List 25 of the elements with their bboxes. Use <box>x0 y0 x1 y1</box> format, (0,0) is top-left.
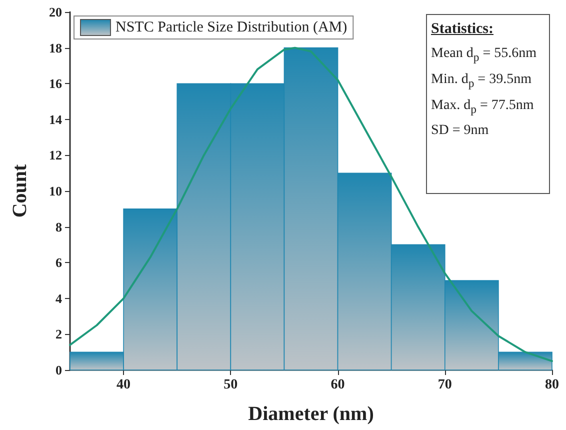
x-tick-label: 70 <box>438 378 452 392</box>
y-tick-label: 2 <box>56 326 62 342</box>
y-tick-label: 20 <box>49 4 62 20</box>
y-tick-label: 14 <box>49 112 62 127</box>
x-axis-title: Diameter (nm) <box>248 403 374 425</box>
x-tick-label: 40 <box>116 378 131 392</box>
y-axis-title: Count <box>9 164 31 218</box>
annotation: Min. d$_{p}$ = 39.5nm <box>431 72 532 90</box>
x-tick-label: 60 <box>330 378 345 392</box>
y-tick-label: 4 <box>56 290 62 306</box>
y-tick-label: 0 <box>56 362 62 378</box>
y-tick-label: 18 <box>49 40 62 56</box>
y-tick-label: 8 <box>56 219 62 234</box>
annotation: Statistics: <box>431 21 494 38</box>
line-series <box>69 46 553 362</box>
legend-label: NSTC Particle Size Distribution (AM) <box>116 20 348 36</box>
annotation: Mean d$_{p}$ = 55.6nm <box>431 46 538 64</box>
y-tick-label: 12 <box>49 148 62 163</box>
y-tick-label: 10 <box>49 184 62 198</box>
annotation: SD = 9nm <box>431 123 490 140</box>
annotation: Max. d$_{p}$ = 77.5nm <box>431 98 535 116</box>
y-tick-label: 6 <box>56 255 62 270</box>
x-tick-label: 80 <box>545 378 559 392</box>
y-tick-label: 16 <box>49 76 62 92</box>
x-tick-label: 50 <box>224 378 238 392</box>
